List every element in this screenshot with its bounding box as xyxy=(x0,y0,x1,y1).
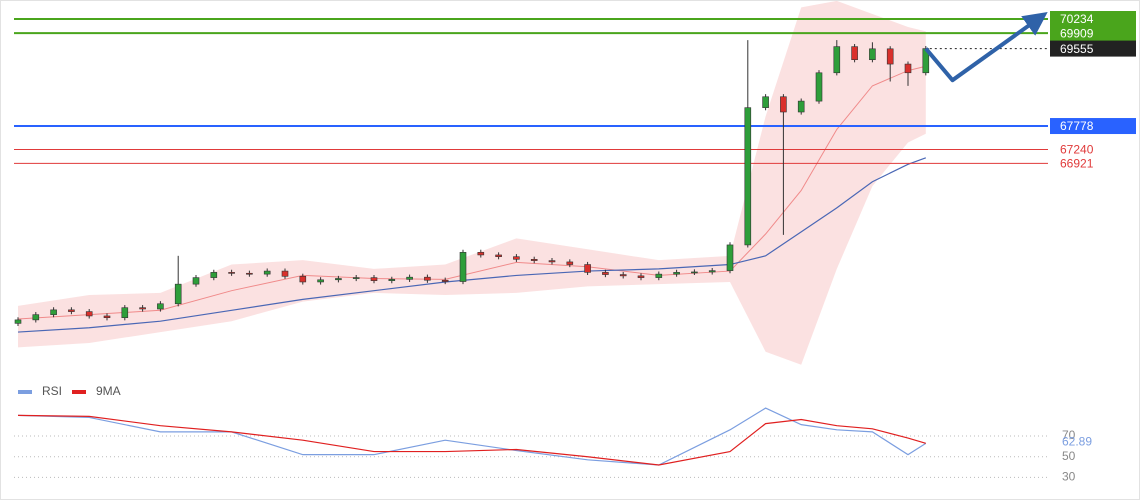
candle-body xyxy=(317,279,324,283)
level-label: 66921 xyxy=(1060,157,1094,171)
candle-body xyxy=(708,270,716,273)
candle-body xyxy=(495,254,502,257)
level-label-box xyxy=(1050,11,1136,28)
candle-body xyxy=(619,274,627,277)
candle-body xyxy=(691,271,698,274)
candle-body xyxy=(459,252,467,282)
candle-body xyxy=(139,307,146,310)
level-label-box xyxy=(1050,118,1136,135)
candle-body xyxy=(246,272,253,275)
candle-body xyxy=(762,96,769,108)
level-label: 70234 xyxy=(1060,12,1094,26)
rsi-value-label: 62.89 xyxy=(1062,435,1092,449)
candle-body xyxy=(904,63,912,74)
candle-body xyxy=(673,272,680,275)
candle-body xyxy=(50,309,57,315)
forecast-arrow xyxy=(924,12,1048,83)
candle-body xyxy=(584,264,591,273)
candle-body xyxy=(103,315,111,319)
candle-body xyxy=(637,275,645,278)
candle-body xyxy=(602,272,609,275)
candle-body xyxy=(655,273,663,278)
candle-body xyxy=(335,278,342,281)
candle-body xyxy=(869,48,876,61)
level-label: 69555 xyxy=(1060,42,1094,56)
candle-body xyxy=(406,276,413,280)
level-label-box xyxy=(1050,25,1136,42)
candle-body xyxy=(14,319,22,324)
candle-body xyxy=(68,309,75,312)
y-tick-label: 30 xyxy=(1062,470,1076,484)
y-tick-label: 50 xyxy=(1062,449,1076,463)
candle-body xyxy=(797,100,805,113)
level-label: 67240 xyxy=(1060,143,1094,157)
candle-body xyxy=(477,252,485,256)
candle-body xyxy=(352,277,360,279)
candle-body xyxy=(780,96,787,113)
legend-label: RSI xyxy=(42,384,62,398)
candle-body xyxy=(851,46,858,61)
level-label: 69909 xyxy=(1060,26,1094,40)
candle-body xyxy=(281,270,289,277)
candle-body xyxy=(441,279,449,282)
candle-body xyxy=(815,72,823,102)
candle-body xyxy=(726,244,734,271)
candle-body xyxy=(157,303,164,310)
level-label: 67778 xyxy=(1060,119,1094,133)
candle-body xyxy=(210,272,218,278)
candle-body xyxy=(299,276,307,283)
candle-body xyxy=(886,48,894,65)
candle-body xyxy=(85,311,93,317)
y-tick-label: 70 xyxy=(1062,428,1076,442)
rsi-line xyxy=(17,407,927,466)
candle-body xyxy=(833,46,841,74)
candle-body xyxy=(424,276,431,281)
candle-body xyxy=(263,270,271,275)
candle-body xyxy=(228,272,235,274)
candle-body xyxy=(744,107,752,246)
legend-label: 9MA xyxy=(96,384,121,398)
bollinger-band xyxy=(18,0,926,365)
candle-body xyxy=(388,279,396,281)
candle-body xyxy=(32,314,40,321)
candle-body xyxy=(370,277,378,281)
rsi-line xyxy=(17,414,926,466)
candle-body xyxy=(530,259,538,261)
candle-body xyxy=(192,277,200,285)
candle-body xyxy=(513,256,520,260)
candle-body xyxy=(121,307,129,319)
candle-body xyxy=(548,260,556,263)
level-label-box xyxy=(1050,40,1136,57)
candle-body xyxy=(174,283,182,305)
candle-body xyxy=(566,261,574,265)
